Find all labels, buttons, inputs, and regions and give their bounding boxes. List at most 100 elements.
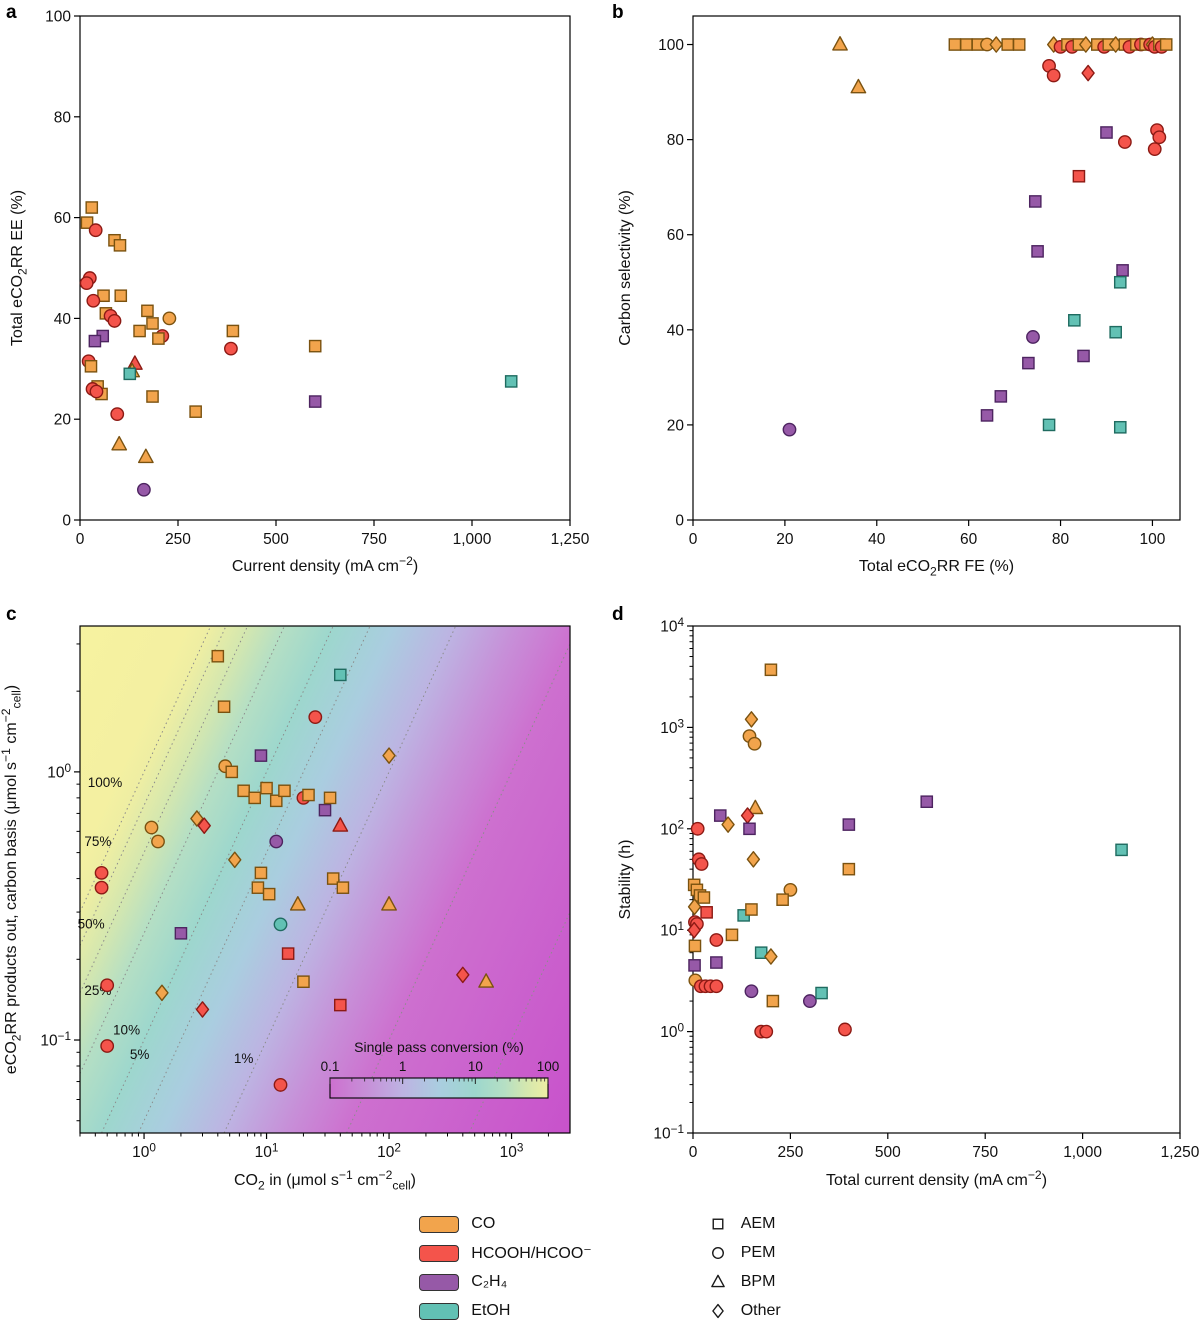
svg-text:Carbon selectivity (%): Carbon selectivity (%): [617, 190, 634, 346]
hcooh-color-swatch: [419, 1244, 460, 1262]
panel-c-plot: 100%75%50%25%10%5% 1%Single pass conversi…: [0, 625, 571, 1192]
panel-d-plot: 0 250 500 750 1,000 1,250 10−1 100 101 102 103 104 T…: [617, 616, 1200, 1189]
svg-text:20: 20: [667, 417, 685, 434]
svg-text:80: 80: [54, 109, 72, 126]
panel-d-letter: d: [612, 604, 624, 625]
svg-text:80: 80: [1052, 531, 1070, 548]
svg-text:Stability (h): Stability (h): [617, 839, 634, 919]
aem-label: AEM: [740, 1215, 776, 1232]
svg-text:100: 100: [660, 1022, 684, 1042]
svg-text:100%: 100%: [88, 775, 123, 790]
legend-item-aem: AEM: [707, 1214, 781, 1234]
svg-text:60: 60: [960, 531, 978, 548]
svg-text:0: 0: [689, 1144, 698, 1161]
svg-text:60: 60: [667, 227, 685, 244]
bpm-triangle-icon: [707, 1271, 729, 1293]
svg-text:1,000: 1,000: [1063, 1144, 1102, 1161]
svg-text:Total eCO2RR FE (%): Total eCO2RR FE (%): [859, 558, 1014, 578]
hcooh-label: HCOOH/HCOO⁻: [471, 1245, 592, 1262]
svg-text:1,250: 1,250: [551, 531, 590, 548]
svg-text:5%: 5%: [130, 1047, 150, 1062]
svg-text:250: 250: [777, 1144, 803, 1161]
panel-c-letter: c: [6, 604, 17, 625]
panel-a: 0 250 500 750 1,000 1,250 0 20 40 60 80 100 Current …: [0, 0, 600, 600]
svg-text:10−1: 10−1: [40, 1030, 71, 1050]
svg-text:20: 20: [776, 531, 794, 548]
svg-text:Single pass conversion (%): Single pass conversion (%): [354, 1039, 524, 1055]
svg-text:10%: 10%: [113, 1022, 140, 1037]
pem-label: PEM: [740, 1244, 776, 1261]
svg-text:1,000: 1,000: [453, 531, 492, 548]
svg-text:10−1: 10−1: [653, 1123, 684, 1143]
svg-text:103: 103: [660, 717, 684, 737]
plot-frame: [692, 625, 1181, 1134]
svg-text:60: 60: [54, 210, 72, 227]
svg-text:Total eCO2RR EE (%): Total eCO2RR EE (%): [9, 190, 29, 346]
svg-text:80: 80: [667, 132, 685, 149]
etoh-label: EtOH: [471, 1302, 511, 1319]
etoh-color-swatch: [419, 1302, 460, 1320]
svg-text:1,250: 1,250: [1161, 1144, 1200, 1161]
svg-text:1: 1: [399, 1059, 407, 1074]
svg-text:20: 20: [54, 412, 72, 429]
svg-text:103: 103: [500, 1141, 524, 1161]
legend-item-pem: PEM: [707, 1243, 781, 1263]
panel-b-letter: b: [612, 2, 624, 23]
aem-square-icon: [707, 1213, 729, 1235]
svg-text:100: 100: [132, 1141, 156, 1161]
membrane-shape-legend: AEM PEM BPM Other: [707, 1214, 781, 1321]
svg-text:100: 100: [537, 1059, 560, 1074]
panel-b: 0 20 40 60 80 100 0 20 40 60 80 100 Total eCO2RR FE …: [600, 0, 1200, 600]
svg-text:0: 0: [76, 531, 85, 548]
data-points: [687, 663, 1128, 1039]
data-points: [782, 36, 1173, 437]
svg-text:40: 40: [54, 311, 72, 328]
pem-circle-icon: [707, 1242, 729, 1264]
svg-text:eCO2RR products out, carbon ba: eCO2RR products out, carbon basis (μmol …: [0, 685, 23, 1074]
panel-a-letter: a: [6, 2, 17, 23]
svg-text:104: 104: [660, 616, 684, 636]
svg-text:0: 0: [689, 531, 698, 548]
svg-text:102: 102: [377, 1141, 401, 1161]
product-color-legend: CO HCOOH/HCOO⁻ C₂H₄ EtOH: [419, 1214, 592, 1321]
legend-item-etoh: EtOH: [419, 1301, 591, 1321]
data-points: [94, 649, 495, 1092]
co-label: CO: [471, 1215, 496, 1232]
svg-text:1%: 1%: [234, 1051, 254, 1066]
svg-text:0.1: 0.1: [321, 1059, 340, 1074]
panel-b-plot: 0 20 40 60 80 100 0 20 40 60 80 100 Total eCO2RR FE …: [617, 15, 1181, 578]
legend-item-co: CO: [419, 1214, 591, 1234]
svg-text:Total current density (mA cm−2: Total current density (mA cm−2): [826, 1168, 1047, 1189]
panel-c: 100% 75% 50% 25% 10% 5% 1% Single pass conversi…: [0, 608, 600, 1208]
svg-text:40: 40: [868, 531, 886, 548]
plot-frame: [692, 15, 1181, 521]
legend-item-hcooh: HCOOH/HCOO⁻: [419, 1243, 592, 1263]
other-label: Other: [740, 1302, 781, 1319]
panel-a-plot: 0 250 500 750 1,000 1,250 0 20 40 60 80 100 Current …: [9, 9, 590, 576]
data-points: [79, 201, 518, 497]
svg-text:40: 40: [667, 322, 685, 339]
svg-text:500: 500: [875, 1144, 901, 1161]
svg-text:101: 101: [255, 1141, 279, 1161]
svg-text:100: 100: [45, 9, 71, 26]
c2h4-label: C₂H₄: [471, 1273, 508, 1290]
legend-item-c2h4: C₂H₄: [419, 1272, 591, 1292]
bpm-label: BPM: [740, 1273, 776, 1290]
c2h4-color-swatch: [419, 1273, 460, 1291]
svg-text:750: 750: [972, 1144, 998, 1161]
svg-text:100: 100: [1139, 531, 1165, 548]
plot-frame: [79, 15, 571, 521]
legend-item-other: Other: [707, 1301, 781, 1321]
svg-text:101: 101: [660, 920, 684, 940]
co-color-swatch: [419, 1215, 460, 1233]
svg-text:0: 0: [675, 513, 684, 530]
other-diamond-icon: [707, 1300, 729, 1322]
svg-text:100: 100: [47, 762, 71, 782]
legend-item-bpm: BPM: [707, 1272, 781, 1292]
svg-text:250: 250: [165, 531, 191, 548]
svg-text:0: 0: [62, 513, 71, 530]
svg-text:Current density (mA cm−2): Current density (mA cm−2): [232, 554, 418, 575]
panel-d: 0 250 500 750 1,000 1,250 10−1 100 101 102 103 104 T…: [600, 608, 1200, 1208]
svg-text:75%: 75%: [84, 834, 111, 849]
